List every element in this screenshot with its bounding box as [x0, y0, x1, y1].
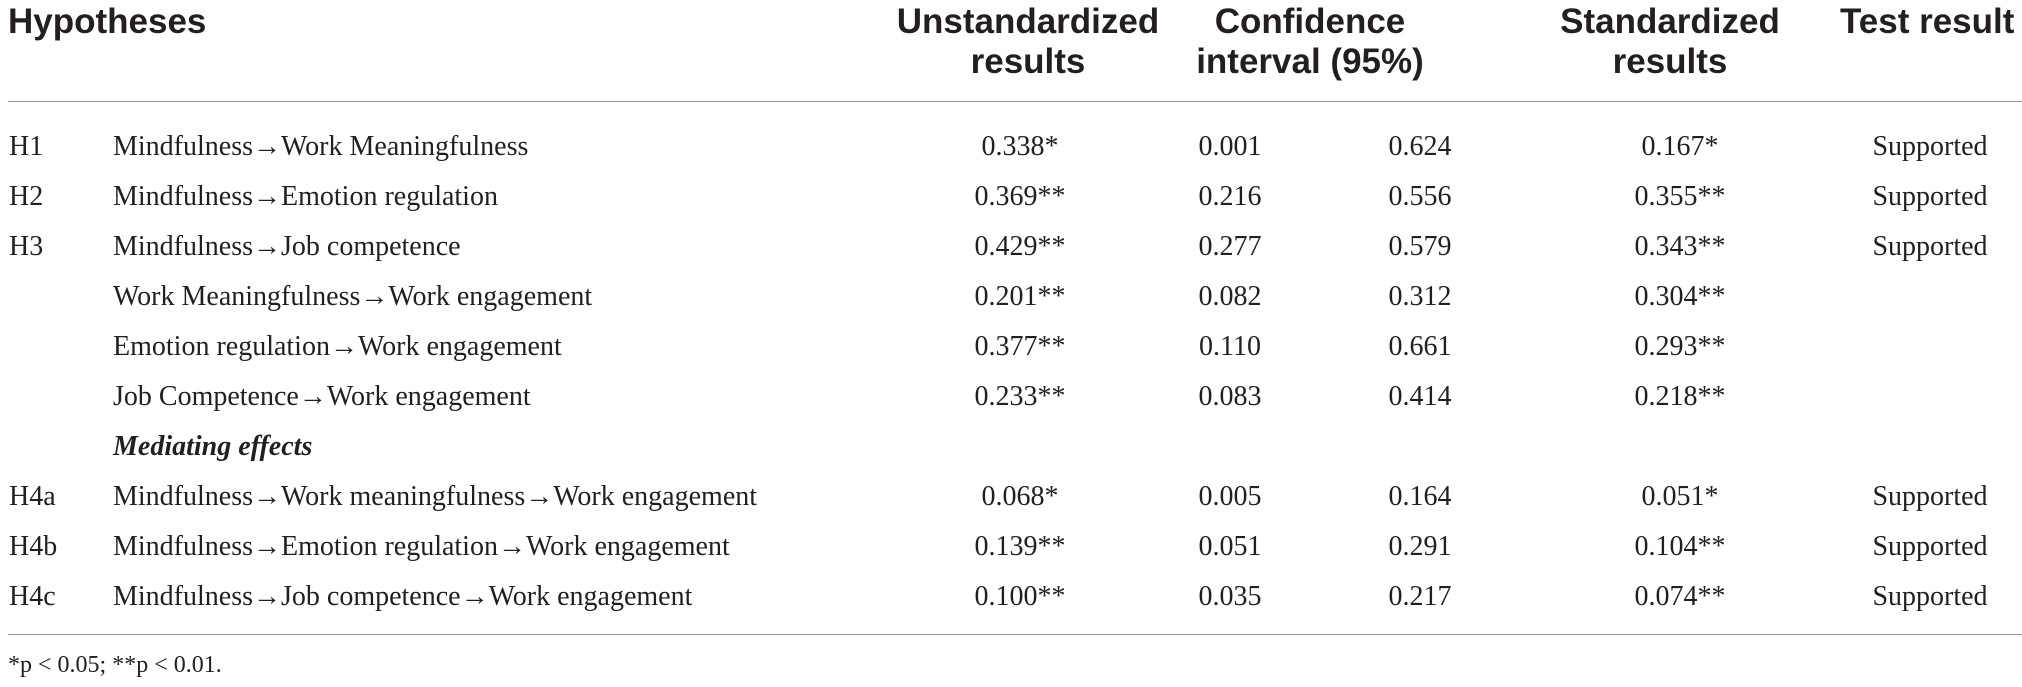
row-path: Mindfulness→Job competence [113, 231, 461, 262]
row-ci-low: 0.110 [1199, 331, 1261, 362]
header-unstandardized-line1: Unstandardized [896, 2, 1160, 41]
header-confidence-line2: interval (95%) [1196, 42, 1424, 81]
footer-divider [8, 634, 2022, 635]
row-hypothesis-id: H1 [9, 131, 44, 162]
row-ci-high: 0.217 [1388, 581, 1452, 612]
row-standardized: 0.074** [1634, 581, 1726, 612]
row-path: Mindfulness→Work Meaningfulness [113, 131, 529, 162]
table-row: H4a Mindfulness→Work meaningfulness→Work… [0, 472, 2022, 522]
table-row: Emotion regulation→Work engagement 0.377… [0, 322, 2022, 372]
table-row: H3 Mindfulness→Job competence 0.429** 0.… [0, 222, 2022, 272]
row-test-result: Supported [1872, 131, 1988, 162]
row-test-result: Supported [1872, 231, 1988, 262]
row-path: Mindfulness→Work meaningfulness→Work eng… [113, 481, 758, 512]
table-row: H4c Mindfulness→Job competence→Work enga… [0, 572, 2022, 622]
row-path: Emotion regulation→Work engagement [113, 331, 562, 362]
header-standardized-line1: Standardized [1560, 2, 1780, 41]
row-ci-high: 0.164 [1388, 481, 1452, 512]
row-ci-high: 0.661 [1388, 331, 1452, 362]
row-unstandardized: 0.369** [974, 181, 1066, 212]
row-test-result: Supported [1872, 181, 1988, 212]
row-hypothesis-id: H3 [9, 231, 44, 262]
row-ci-low: 0.051 [1198, 531, 1262, 562]
row-unstandardized: 0.068* [981, 481, 1059, 512]
row-path: Mindfulness→Emotion regulation [113, 181, 498, 212]
row-test-result: Supported [1872, 581, 1988, 612]
row-path: Mindfulness→Emotion regulation→Work enga… [113, 531, 730, 562]
row-ci-high: 0.291 [1388, 531, 1452, 562]
header-confidence-interval: Confidence interval (95%) [1180, 2, 1440, 82]
row-standardized: 0.167* [1641, 131, 1719, 162]
header-standardized-line2: results [1612, 42, 1728, 81]
row-standardized: 0.304** [1634, 281, 1726, 312]
row-path: Mindfulness→Job competence→Work engageme… [113, 581, 693, 612]
header-hypotheses: Hypotheses [8, 2, 207, 41]
table-row: H1 Mindfulness→Work Meaningfulness 0.338… [0, 122, 2022, 172]
section-label-mediating-effects: Mediating effects [113, 431, 313, 462]
header-unstandardized-line2: results [970, 42, 1086, 81]
row-hypothesis-id: H4c [9, 581, 56, 612]
row-unstandardized: 0.201** [974, 281, 1066, 312]
row-test-result: Supported [1872, 481, 1988, 512]
row-ci-high: 0.414 [1388, 381, 1452, 412]
header-divider [8, 101, 2022, 102]
row-ci-high: 0.556 [1388, 181, 1452, 212]
row-ci-low: 0.082 [1198, 281, 1262, 312]
row-standardized: 0.051* [1641, 481, 1719, 512]
table-row: H2 Mindfulness→Emotion regulation 0.369*… [0, 172, 2022, 222]
significance-footnote: *p < 0.05; **p < 0.01. [8, 652, 222, 678]
row-standardized: 0.104** [1634, 531, 1726, 562]
row-ci-low: 0.035 [1198, 581, 1262, 612]
row-standardized: 0.355** [1634, 181, 1726, 212]
row-unstandardized: 0.377** [974, 331, 1066, 362]
row-standardized: 0.218** [1634, 381, 1726, 412]
row-hypothesis-id: H2 [9, 181, 44, 212]
table-row: Job Competence→Work engagement 0.233** 0… [0, 372, 2022, 422]
row-ci-high: 0.624 [1388, 131, 1452, 162]
row-test-result: Supported [1872, 531, 1988, 562]
row-unstandardized: 0.139** [974, 531, 1066, 562]
row-unstandardized: 0.100** [974, 581, 1066, 612]
row-ci-low: 0.216 [1198, 181, 1262, 212]
table-row: Work Meaningfulness→Work engagement 0.20… [0, 272, 2022, 322]
row-hypothesis-id: H4b [9, 531, 58, 562]
section-row: Mediating effects [0, 422, 2022, 472]
header-confidence-line1: Confidence [1214, 2, 1406, 41]
row-ci-low: 0.005 [1198, 481, 1262, 512]
row-unstandardized: 0.338* [981, 131, 1059, 162]
row-unstandardized: 0.233** [974, 381, 1066, 412]
row-ci-low: 0.001 [1198, 131, 1262, 162]
row-standardized: 0.293** [1634, 331, 1726, 362]
row-hypothesis-id: H4a [9, 481, 56, 512]
header-test-result: Test result [1840, 2, 2015, 41]
row-ci-low: 0.277 [1198, 231, 1262, 262]
row-unstandardized: 0.429** [974, 231, 1066, 262]
row-standardized: 0.343** [1634, 231, 1726, 262]
table-row: H4b Mindfulness→Emotion regulation→Work … [0, 522, 2022, 572]
header-standardized: Standardized results [1520, 2, 1820, 82]
row-path: Job Competence→Work engagement [113, 381, 531, 412]
row-ci-high: 0.579 [1388, 231, 1452, 262]
row-ci-low: 0.083 [1198, 381, 1262, 412]
row-ci-high: 0.312 [1388, 281, 1452, 312]
header-unstandardized: Unstandardized results [858, 2, 1198, 82]
row-path: Work Meaningfulness→Work engagement [113, 281, 593, 312]
